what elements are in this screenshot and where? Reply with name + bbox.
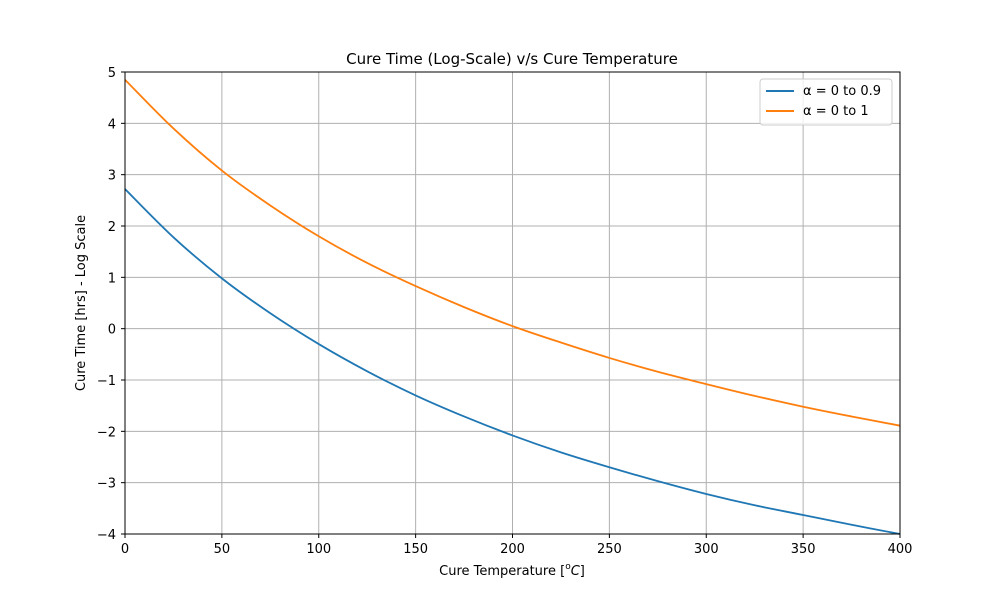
legend-label-series-2: α = 0 to 1 (803, 104, 869, 119)
axis-ticks: 0 50 100 150 200 250 300 350 400 −4 −3 −2 −1 0 1 2 3 4 5 (97, 66, 913, 557)
y-tick-label: 3 (108, 169, 116, 184)
y-tick-label: 4 (108, 117, 116, 132)
y-tick-label: 5 (108, 66, 116, 81)
y-tick-label: 2 (108, 220, 116, 235)
x-tick-label: 150 (403, 542, 428, 557)
x-tick-label: 50 (214, 542, 231, 557)
y-tick-label: 0 (108, 323, 116, 338)
x-axis-label-unit-super: o (565, 562, 571, 572)
x-tick-label: 300 (694, 542, 719, 557)
x-axis-label-text: Cure Temperature [ (439, 564, 565, 579)
x-axis-label-unit: C (571, 564, 581, 579)
legend-label-series-1: α = 0 to 0.9 (803, 84, 881, 99)
series-lines (124, 79, 901, 535)
y-tick-label: −2 (97, 425, 116, 440)
y-tick-label: −1 (97, 374, 116, 389)
series-line-2 (124, 79, 901, 427)
x-tick-label: 350 (791, 542, 816, 557)
y-tick-label: −4 (97, 528, 116, 543)
x-axis-label: Cure Temperature [oC] (439, 562, 585, 579)
y-tick-label: 1 (108, 271, 116, 286)
x-tick-label: 0 (121, 542, 129, 557)
x-tick-label: 200 (500, 542, 525, 557)
chart-title: Cure Time (Log-Scale) v/s Cure Temperatu… (346, 50, 678, 68)
x-tick-label: 250 (597, 542, 622, 557)
y-tick-label: −3 (97, 477, 116, 492)
series-line-1 (124, 188, 901, 535)
x-tick-label: 100 (306, 542, 331, 557)
x-tick-label: 400 (888, 542, 913, 557)
x-axis-label-close: ] (580, 564, 585, 579)
y-axis-label: Cure Time [hrs] - Log Scale (74, 215, 89, 391)
legend: α = 0 to 0.9 α = 0 to 1 (759, 78, 893, 126)
